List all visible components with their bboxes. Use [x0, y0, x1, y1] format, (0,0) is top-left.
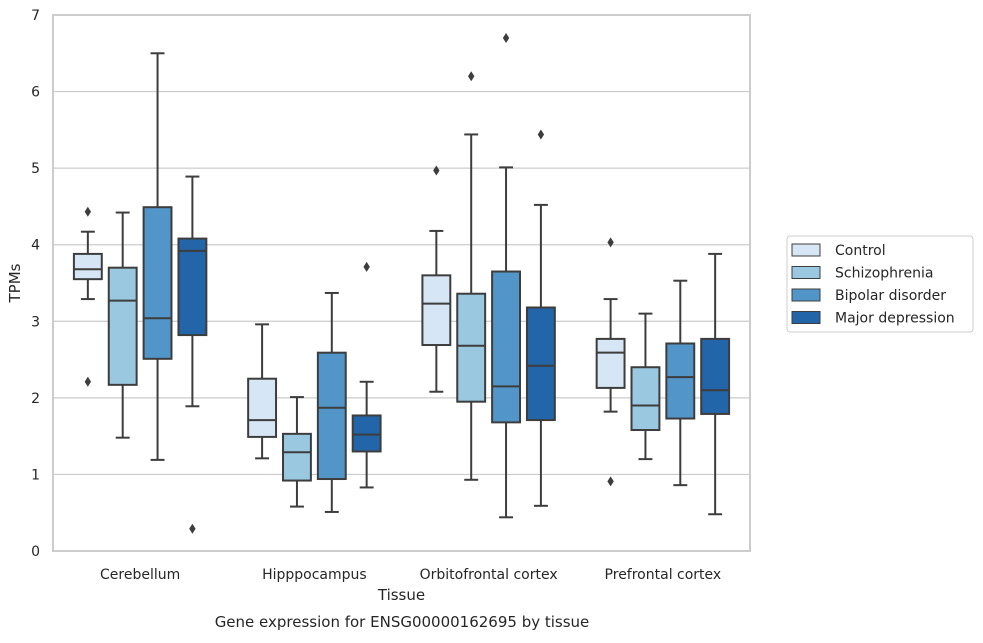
- x-tick-label: Prefrontal cortex: [605, 567, 722, 583]
- legend-label: Control: [835, 243, 886, 259]
- plot-frame: [52, 14, 751, 552]
- x-axis-label: Tissue: [377, 586, 425, 604]
- chart-caption: Gene expression for ENSG00000162695 by t…: [215, 613, 590, 631]
- outlier-point: [363, 261, 370, 272]
- legend-swatch: [791, 311, 821, 324]
- x-tick-label: Hipppocampus: [262, 567, 367, 583]
- legend-swatch: [791, 266, 821, 279]
- y-tick-label: 3: [31, 314, 40, 330]
- x-tick-label: Cerebellum: [100, 567, 180, 583]
- box: [630, 366, 661, 432]
- box: [421, 274, 452, 347]
- box-group: [456, 71, 487, 481]
- y-tick-label: 5: [31, 161, 40, 177]
- box: [456, 292, 487, 403]
- legend-frame: [786, 235, 974, 333]
- y-tick-label: 2: [31, 391, 40, 407]
- box: [351, 414, 382, 453]
- y-tick-labels: 0 1 2 3 4 5 6 7: [31, 8, 40, 560]
- legend-swatch: [791, 243, 821, 257]
- box-group: [700, 252, 731, 516]
- outlier-point: [433, 165, 440, 176]
- box: [595, 337, 626, 389]
- outlier-point: [607, 237, 614, 248]
- x-tick-label: Orbitofrontal cortex: [420, 567, 558, 583]
- box: [247, 377, 278, 438]
- box: [142, 206, 173, 360]
- box-group: [665, 279, 696, 487]
- legend-label: Bipolar disorder: [835, 288, 946, 304]
- y-tick-label: 0: [31, 544, 40, 560]
- y-tick-label: 4: [31, 238, 40, 254]
- y-tick-label: 7: [31, 8, 40, 24]
- outlier-point: [502, 32, 510, 43]
- outlier-point: [189, 523, 196, 534]
- legend-label: Schizophrenia: [835, 266, 933, 282]
- box-group: [316, 291, 347, 513]
- box: [177, 237, 208, 337]
- legend-label: Major depression: [835, 311, 955, 327]
- box-group: [72, 206, 103, 387]
- box-group: [525, 129, 556, 507]
- box-group: [282, 396, 312, 508]
- y-tick-label: 6: [31, 85, 40, 101]
- box-group: [142, 52, 173, 461]
- y-axis-label: TPMs: [6, 263, 24, 303]
- box: [700, 337, 731, 415]
- box-group: [595, 237, 626, 487]
- box-group: [107, 211, 138, 439]
- outlier-point: [468, 71, 475, 82]
- box-group: [630, 312, 661, 461]
- box-layer: [72, 32, 731, 534]
- outlier-point: [84, 376, 92, 387]
- box: [282, 432, 312, 482]
- outlier-point: [84, 206, 92, 217]
- box-group: [247, 323, 278, 460]
- y-tick-label: 1: [31, 467, 40, 483]
- x-tick-labels: Cerebellum Hipppocampus Orbitofrontal cort…: [100, 567, 721, 583]
- legend: Control Schizophrenia Bipolar disorder Majo…: [786, 235, 974, 333]
- outlier-point: [607, 476, 614, 487]
- box: [491, 270, 521, 424]
- legend-swatch: [791, 288, 821, 302]
- box-group: [421, 165, 452, 393]
- box-group: [491, 32, 521, 519]
- box: [107, 266, 138, 386]
- box-group: [177, 175, 208, 534]
- box: [72, 252, 103, 281]
- box: [316, 351, 347, 481]
- outlier-point: [537, 129, 545, 140]
- box: [525, 306, 556, 422]
- box-group: [351, 261, 382, 489]
- box: [665, 342, 696, 420]
